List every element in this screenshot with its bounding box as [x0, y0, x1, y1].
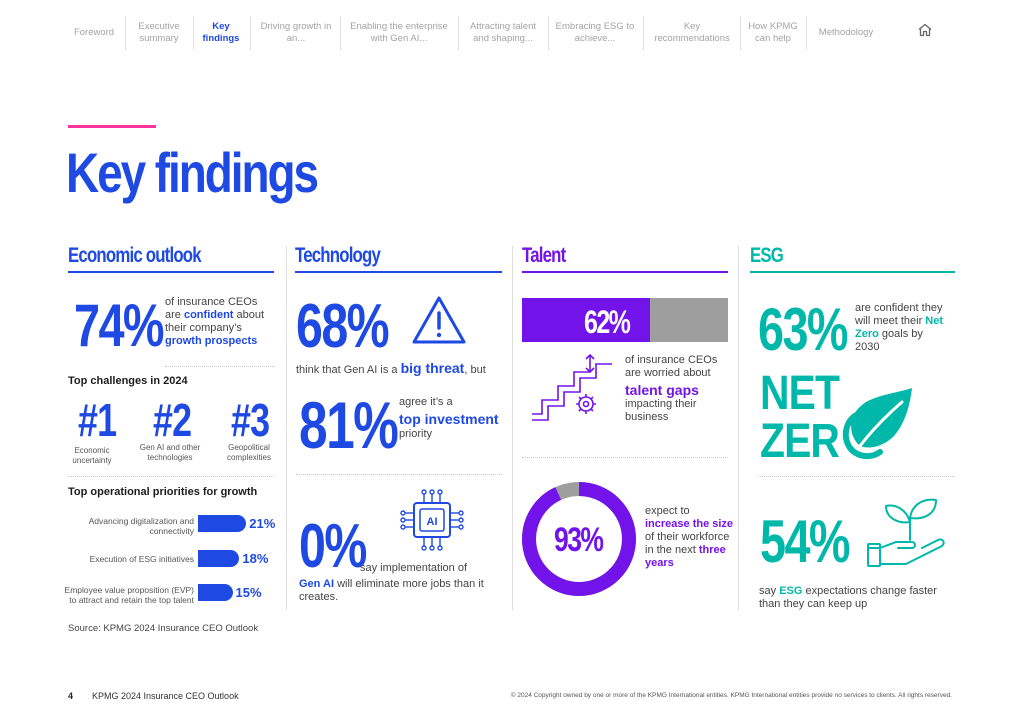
title-accent-bar	[68, 125, 156, 128]
nav-divider	[458, 16, 459, 50]
priority-bar	[198, 515, 247, 532]
nav-methodology[interactable]: Methodology	[818, 27, 874, 38]
talent-heading-rule	[522, 271, 728, 273]
technology-heading-rule	[295, 271, 502, 273]
talent-progress-fill	[522, 298, 650, 342]
challenge-rank-3: #3	[231, 394, 270, 446]
talent-heading: Talent	[522, 244, 566, 267]
column-divider	[512, 246, 513, 610]
top-challenges-title: Top challenges in 2024	[68, 375, 188, 387]
net-zero-line1: NET	[760, 367, 840, 420]
footer-title: KPMG 2024 Insurance CEO Outlook	[92, 691, 239, 701]
nav-key-recommendations[interactable]: Key recommendations	[654, 21, 730, 44]
priority-label: Employee value proposition (EVP) to attr…	[64, 585, 194, 605]
dotted-divider	[758, 476, 955, 477]
nav-foreword[interactable]: Foreword	[73, 27, 115, 38]
nav-attracting-talent[interactable]: Attracting talent and shaping...	[469, 21, 536, 44]
economic-stat-74: 74%	[74, 292, 165, 359]
priority-label: Execution of ESG initiatives	[89, 554, 194, 564]
nav-divider	[806, 16, 807, 50]
esg-heading-rule	[750, 271, 955, 273]
home-icon[interactable]	[917, 22, 933, 38]
column-divider	[738, 246, 739, 610]
technology-stat3-description: Gen AI will eliminate more jobs than it …	[299, 578, 484, 603]
challenge-rank-2: #2	[153, 394, 192, 446]
nav-divider	[643, 16, 644, 50]
dotted-divider	[296, 474, 502, 475]
talent-donut-chart	[522, 482, 636, 596]
talent-stat1-description: of insurance CEOs are worried about tale…	[625, 354, 718, 423]
footer-copyright: © 2024 Copyright owned by one or more of…	[510, 692, 952, 699]
top-priorities-title: Top operational priorities for growth	[68, 486, 258, 498]
nav-divider	[548, 16, 549, 50]
nav-enabling-enterprise[interactable]: Enabling the enterprise with Gen AI...	[350, 21, 448, 44]
esg-stat-63: 63%	[758, 296, 849, 363]
technology-stat-0: 0%	[299, 512, 367, 581]
net-zero-line2: ZER	[760, 415, 840, 468]
priority-value: 21%	[249, 516, 276, 531]
page-title: Key findings	[66, 141, 319, 204]
nav-divider	[250, 16, 251, 50]
warning-icon	[412, 296, 466, 344]
dotted-divider	[68, 476, 274, 477]
challenge-label-1: Economic uncertainty	[72, 446, 112, 465]
talent-stat-93: 93%	[554, 521, 604, 559]
priority-value: 15%	[235, 585, 262, 600]
technology-stat-68: 68%	[296, 292, 390, 361]
talent-stat2-description: expect to increase the size of their wor…	[645, 505, 734, 569]
ai-chip-icon: AI	[400, 489, 464, 551]
column-divider	[286, 246, 287, 610]
talent-stat-62: 62%	[584, 304, 631, 340]
priority-label: Advancing digitalization and connectivit…	[88, 516, 194, 536]
career-stairs-icon	[532, 353, 612, 421]
technology-heading: Technology	[295, 244, 381, 267]
economic-stat-description: of insurance CEOs are confident about th…	[165, 296, 265, 347]
ai-chip-label: AI	[427, 516, 438, 528]
nav-key-findings[interactable]: Key findings	[202, 21, 240, 44]
priority-bar	[198, 550, 240, 567]
technology-stat1-description: think that Gen AI is a big threat, but	[296, 360, 486, 376]
economic-heading-rule	[68, 271, 274, 273]
talent-progress-track: 62%	[522, 298, 728, 342]
donut-fill	[522, 482, 636, 596]
esg-heading: ESG	[750, 244, 784, 267]
top-navigation: Foreword Executive summary Key findings …	[0, 0, 1024, 64]
source-note: Source: KPMG 2024 Insurance CEO Outlook	[68, 623, 259, 634]
nav-divider	[740, 16, 741, 50]
technology-stat-81: 81%	[299, 388, 399, 462]
technology-stat2-description: agree it’s a top investment priority	[399, 396, 499, 440]
nav-embracing-esg[interactable]: Embracing ESG to achieve...	[555, 21, 635, 44]
esg-stat-54: 54%	[760, 508, 851, 575]
priority-bar	[198, 584, 233, 601]
dotted-divider	[522, 457, 728, 458]
nav-driving-growth[interactable]: Driving growth in an...	[260, 21, 332, 44]
challenge-label-3: Geopolitical complexities	[226, 443, 271, 462]
nav-divider	[125, 16, 126, 50]
esg-stat2-description: say ESG expectations change faster than …	[759, 585, 937, 610]
challenge-rank-1: #1	[78, 394, 117, 446]
priority-value: 18%	[242, 551, 269, 566]
economic-outlook-heading: Economic outlook	[68, 244, 202, 267]
hand-plant-icon	[867, 498, 945, 567]
leaf-icon	[842, 388, 912, 460]
page-number: 4	[68, 691, 74, 701]
esg-stat1-description: are confident they will meet their Net Z…	[855, 302, 944, 353]
technology-stat3-lead: say implementation of	[360, 562, 467, 574]
nav-how-kpmg-can-help[interactable]: How KPMG can help	[748, 21, 798, 44]
challenge-label-2: Gen AI and other technologies	[139, 443, 201, 462]
dotted-divider	[165, 366, 275, 367]
nav-divider	[193, 16, 194, 50]
nav-executive-summary[interactable]: Executive summary	[138, 21, 180, 44]
nav-divider	[340, 16, 341, 50]
